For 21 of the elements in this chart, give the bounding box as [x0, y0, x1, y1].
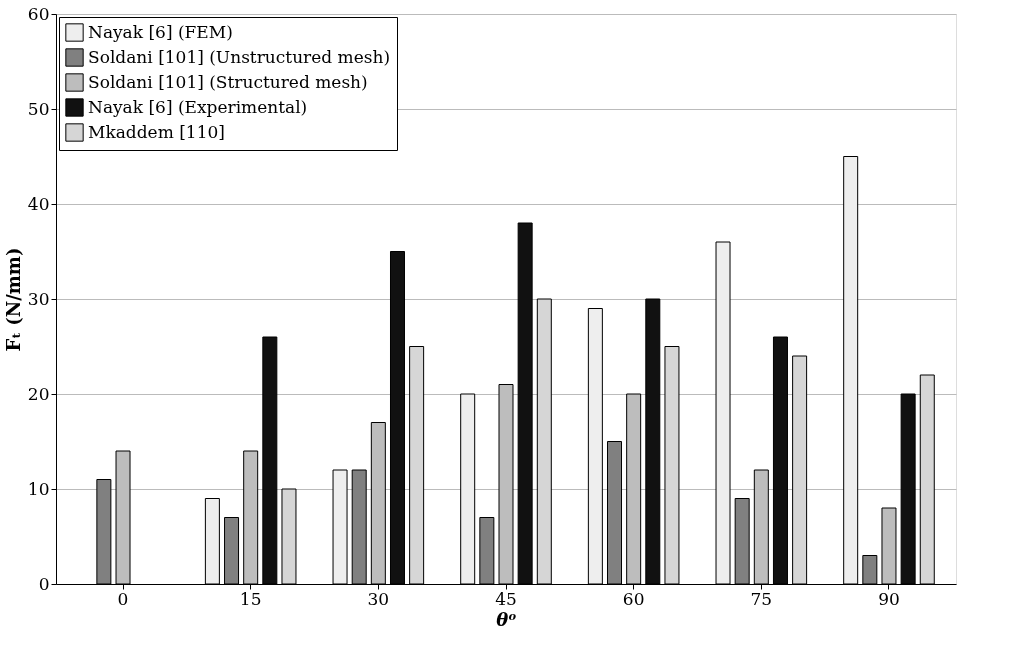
y-tick-label: 60: [27, 3, 50, 24]
x-tick-label: 45: [495, 588, 517, 609]
y-tick-label: 10: [27, 478, 50, 499]
x-tick-label: 30: [367, 588, 390, 609]
x-tick-label: 90: [878, 588, 900, 609]
legend-label: Nayak [6] (FEM): [88, 21, 233, 42]
legend-label: Soldani [101] (Structured mesh): [88, 71, 368, 92]
y-tick-label: 20: [27, 383, 50, 404]
y-axis-title: Fₜ (N/mm): [2, 247, 24, 352]
y-tick-label: 30: [27, 288, 50, 309]
x-tick-label: 0: [117, 588, 129, 609]
y-tick-label: 50: [27, 98, 50, 119]
y-tick-label: 0: [38, 573, 50, 594]
legend-label: Nayak [6] (Experimental): [88, 96, 308, 117]
x-tick-label: 15: [239, 588, 262, 609]
legend-label: Soldani [101] (Unstructured mesh): [88, 46, 391, 67]
x-tick-label: 60: [622, 588, 645, 609]
legend-label: Mkaddem [110]: [88, 121, 225, 142]
y-tick-label: 40: [27, 193, 50, 214]
x-axis-title: θᵒ: [496, 608, 517, 630]
x-tick-label: 75: [750, 588, 773, 609]
